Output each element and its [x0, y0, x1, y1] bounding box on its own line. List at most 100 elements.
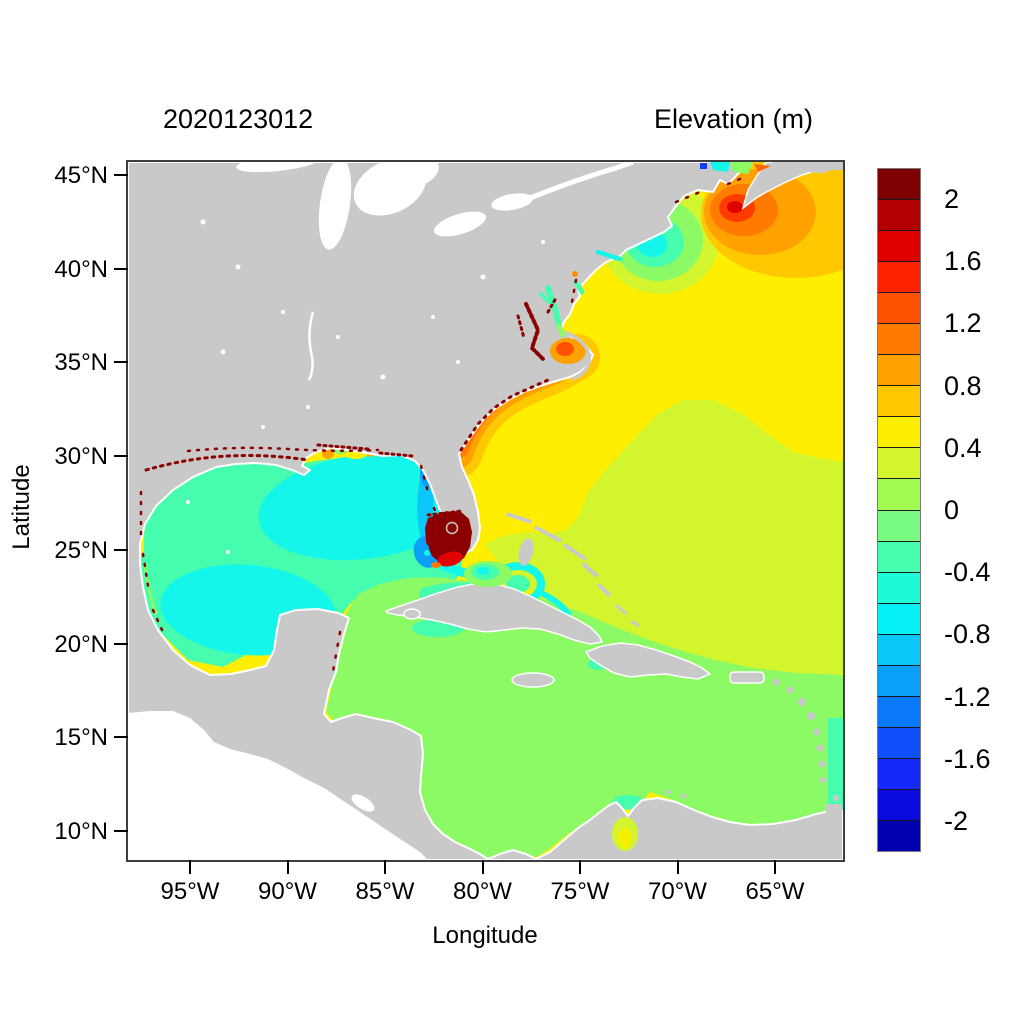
antilles-east-teal-strip	[828, 718, 843, 814]
x-tick-mark	[579, 860, 581, 874]
colorbar-tick-label: 1.2	[944, 308, 982, 339]
y-tick-mark	[114, 455, 128, 458]
gulf-cyan-band	[258, 453, 468, 561]
lake-nicaragua	[351, 794, 375, 812]
colorbar-block	[878, 292, 920, 324]
colorbar-block	[878, 788, 920, 820]
y-axis-label: Latitude	[8, 464, 35, 550]
colorbar-tick-label: -1.6	[944, 743, 991, 774]
delaware-orange-dot	[572, 271, 578, 277]
coastal-flood-speckles	[139, 176, 744, 679]
colorbar-block	[878, 230, 920, 262]
atlantic-yellowgreen-region	[485, 400, 843, 678]
x-tick-label: 85°W	[355, 878, 415, 905]
colorbar-tick-label: 1.6	[944, 246, 982, 277]
nova-scotia-high	[701, 162, 843, 278]
inland-coastal-detail	[186, 162, 771, 851]
y-tick-mark	[114, 829, 128, 832]
small-lakes-flecks	[186, 219, 545, 554]
colorbar	[877, 168, 921, 852]
delaware-bay	[573, 279, 585, 295]
x-tick-mark	[774, 860, 776, 874]
y-tick-mark	[114, 361, 128, 364]
georgian-bay	[405, 162, 439, 186]
bahamas-islets	[506, 512, 641, 628]
isle-of-youth	[403, 608, 421, 620]
colorbar-tick-label: 0.8	[944, 370, 982, 401]
colorbar-block	[878, 169, 920, 200]
colorbar-block	[878, 726, 920, 758]
x-tick-label: 70°W	[648, 878, 707, 905]
bahamas-eddy-arc	[540, 591, 571, 617]
mexico-coast-green-fringe	[143, 563, 158, 615]
x-tick-mark	[676, 860, 679, 874]
trinidad	[826, 804, 842, 816]
x-tick-mark	[384, 860, 386, 874]
cuba	[384, 582, 604, 645]
colorbar-block	[878, 199, 920, 231]
map-plot-area	[126, 160, 845, 862]
lake-okeechobee-outline	[445, 521, 459, 535]
pamlico-sound-core	[556, 342, 574, 356]
hispaniola	[584, 642, 712, 680]
colorbar-tick-label: 0.4	[944, 432, 982, 463]
florida-bay-rings	[464, 561, 512, 587]
colorbar-tick-label: 2	[944, 184, 960, 215]
colorbar-tick-label: -0.4	[944, 557, 991, 588]
x-tick-mark	[286, 860, 289, 874]
colorbar-block	[878, 602, 920, 634]
colorbar-tick-label: 0	[944, 495, 960, 525]
y-tick-mark	[114, 548, 128, 551]
colorbar-block	[878, 509, 920, 541]
y-tick-label: 25°N	[54, 536, 108, 564]
caribbean-green-region	[326, 577, 843, 859]
y-tick-label: 30°N	[54, 443, 108, 471]
colorbar-block	[878, 540, 920, 572]
prince-edward-island	[804, 163, 832, 173]
colorbar-block	[878, 385, 920, 417]
x-axis-label: Longitude	[432, 922, 538, 949]
lesser-antilles	[665, 678, 842, 816]
colombia-bay-green	[547, 818, 573, 830]
colorbar-title: Elevation (m)	[653, 104, 813, 134]
colorbar-block	[878, 354, 920, 386]
lake-superior	[236, 162, 320, 173]
colorbar-block	[878, 695, 920, 727]
colorbar-tick-label: -2	[944, 805, 969, 836]
y-tick-label: 45°N	[54, 162, 108, 189]
long-island-sound-cyan	[595, 249, 623, 262]
colorbar-tick-label: -1.2	[944, 681, 991, 712]
timestamp-title: 2020123012	[163, 104, 314, 134]
land-masses	[128, 162, 843, 860]
colorbar-block	[878, 633, 920, 665]
colorbar-block	[878, 757, 920, 789]
colorbar-block	[878, 416, 920, 448]
jamaica	[511, 672, 555, 688]
lake-michigan	[318, 162, 352, 250]
colorbar-tick-label: -0.8	[944, 619, 991, 650]
lake-maracaibo	[612, 817, 638, 851]
south-florida-flood	[419, 511, 472, 568]
colorbar-block	[878, 664, 920, 696]
chesapeake-bay	[539, 285, 566, 338]
y-tick-label: 15°N	[54, 724, 108, 752]
colorbar-block	[878, 571, 920, 603]
colorbar-block	[878, 323, 920, 355]
lake-erie	[434, 211, 486, 237]
pacific-outside-domain	[128, 711, 428, 860]
x-tick-mark	[189, 860, 191, 874]
st-lawrence-gulf-bits	[700, 162, 771, 174]
x-tick-label: 90°W	[258, 878, 317, 905]
colorbar-block	[878, 261, 920, 293]
x-tick-label: 65°W	[745, 878, 805, 905]
y-tick-label: 35°N	[54, 349, 108, 377]
great-lakes	[236, 162, 533, 250]
st-lawrence-river	[529, 162, 634, 201]
y-tick-mark	[114, 736, 128, 739]
colorbar-block	[878, 478, 920, 510]
lake-ontario	[491, 193, 533, 211]
outer-banks-arc	[563, 330, 591, 381]
x-tick-label: 75°W	[550, 878, 610, 905]
map-svg	[128, 162, 843, 860]
